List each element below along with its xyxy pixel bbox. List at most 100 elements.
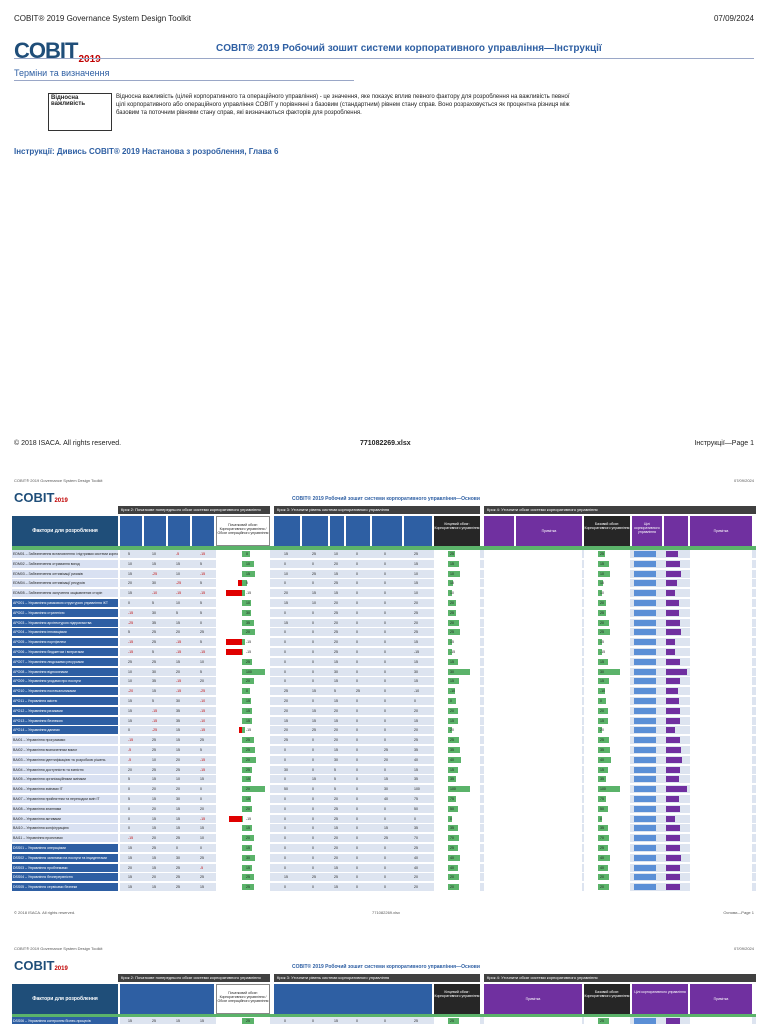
goals-bar [634,688,656,695]
notes-cell [484,648,582,656]
step2-value: -15 [176,689,182,694]
step2-value: 15 [176,728,180,733]
step3-value: 0 [356,748,358,752]
notes-cell [484,824,582,833]
footer-copyright: © 2018 ISACA. All rights reserved. [14,440,122,447]
initial-scope-bar [242,678,254,685]
step3-value: 25 [334,816,338,821]
final-scope-value: 40 [450,865,454,870]
step2-value: -25 [200,689,206,694]
sheet-footer-mid: 771082269.xlsx [372,910,401,915]
final-scope-value: 50 [450,806,454,811]
final-scope-value: 75 [450,797,454,801]
table-row: APO12 – Управління ризиками 15 -15 35 -15 15 2… [12,706,756,716]
goals-purple-bar [666,658,680,665]
goals-bar [634,649,656,655]
step2-value: 30 [176,797,180,801]
step3-value: 0 [356,552,358,556]
step3-value: 25 [414,738,418,743]
final-scope-cell [434,814,480,823]
final-scope-value: 15 [450,679,454,684]
step3-value: 0 [284,748,286,752]
step2-value: 15 [152,865,156,870]
initial-scope-value: 20 [246,630,250,635]
step2-value: 20 [176,757,180,762]
step2-value: -15 [200,767,206,772]
sheet2-step4-band: Крок 4: Уточнити обсяг системи корпорати… [484,974,756,982]
row-cells: 0 -25 15 -15 -15 20 25 20 0 0 20 20 20 [120,726,756,735]
initial-scope-negative-bar [226,590,242,597]
table-row: BAI09 – Управління активами 0 15 15 -15 -15 0 0… [12,814,756,824]
goals-purple-bar [666,874,680,881]
step3-value: 0 [356,699,358,703]
sheet2-base-scope-header: Базовий обсяг: Корпоративного управління [584,984,630,1014]
step3-value: 40 [414,855,418,860]
step2-value: 0 [200,620,202,625]
goals-purple-bar [666,747,681,753]
sheet-title: COBIT® 2019 Робочий зошит системи корпор… [292,496,480,502]
row-label: APO07 – Управління людськими ресурсами [12,657,118,666]
step3-value: 0 [384,689,386,694]
step2-value: 20 [152,787,156,792]
step3-value: 30 [414,669,418,674]
base-scope-bar [598,796,606,802]
goals-bar [634,874,656,881]
step3-value: 0 [356,738,358,743]
step3-value: 5 [334,787,336,792]
final-scope-bar [448,717,458,724]
initial-scope-bar [242,717,252,724]
row-cells: 15 -15 35 -10 15 15 15 15 0 0 15 15 15 [120,716,756,725]
step3-value: 15 [312,591,316,596]
final-notes-cell [690,618,752,627]
sheet-logo: COBIT2019 [14,490,68,505]
base-scope-bar [598,698,606,704]
table-row: BAI11 – Управління проектами -15 20 25 10 20 0… [12,834,756,843]
step2-value: 0 [128,728,130,733]
step3-value: 0 [312,630,314,635]
initial-scope-bar [242,747,255,753]
goals-bar [634,786,656,793]
step3-value: 0 [356,640,358,645]
step2-value: 5 [128,777,130,782]
worksheet-page-1: COBIT® 2019 Governance System Design Too… [12,478,756,915]
base-scope-value: 15 [600,581,604,586]
step2-value: -25 [152,728,158,733]
base-scope-bar [598,609,606,616]
initial-scope-bar [242,854,255,861]
base-scope-bar [598,629,610,636]
goals-purple-bar [666,796,679,802]
row-cells: 10 15 15 5 10 0 0 20 0 0 15 15 15 [120,559,756,568]
step2-value: 35 [176,708,180,713]
step3-col-6 [404,516,432,546]
step2-value: -15 [200,552,206,556]
step4-col-5 [664,516,688,546]
sheet-logo-text: COBIT [14,490,55,505]
sheet2-factors-header: Фактори для розроблення [12,984,118,1014]
step3-value: 0 [356,669,358,674]
step2-value: 10 [152,552,156,556]
final-notes-cell [690,755,752,764]
step3-value: 0 [384,581,386,586]
notes-cell [484,628,582,637]
initial-scope-bar [242,884,254,891]
step2-value: 0 [128,601,130,605]
sheet2-step3-band: Крок 3: Уточнити рівень системи корпорат… [274,974,480,982]
step3-value: 35 [414,826,418,831]
final-scope-bar [448,747,460,753]
final-notes-cell [690,765,752,774]
step2-value: 15 [152,777,156,782]
step3-value: 0 [312,767,314,772]
final-notes-cell [690,726,752,735]
row-label: APO05 – Управління портфелем [12,638,118,647]
final-notes-cell [690,589,752,598]
final-scope-value: 15 [450,659,454,664]
initial-scope-value: -15 [246,640,252,645]
step3-value: 0 [384,875,386,880]
base-scope-value: 30 [600,669,604,674]
step3-value: 25 [334,610,338,615]
final-notes-cell [690,550,752,558]
initial-scope-value: 15 [246,865,250,870]
base-scope-value: 40 [600,865,604,870]
final-scope-value: 15 [450,581,454,586]
step3-value: 0 [284,816,286,821]
